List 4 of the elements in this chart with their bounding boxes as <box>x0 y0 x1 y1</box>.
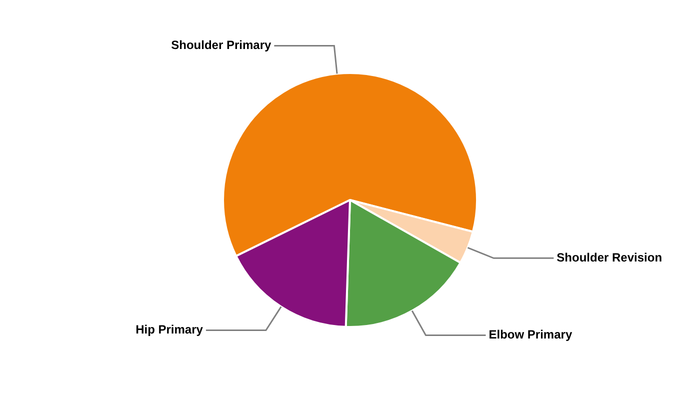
slice-label: Shoulder Revision <box>556 250 662 264</box>
slice-label: Hip Primary <box>136 322 204 337</box>
slice-label: Elbow Primary <box>488 328 572 342</box>
slice-label: Shoulder Primary <box>171 38 272 52</box>
